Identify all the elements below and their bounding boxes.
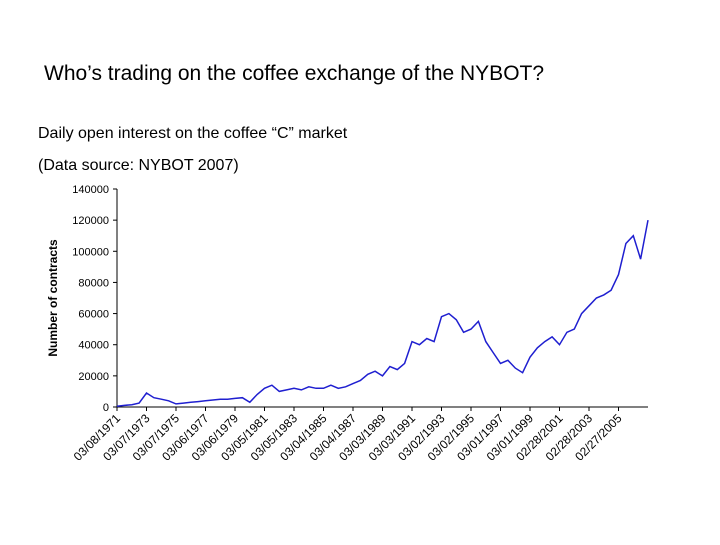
- y-tick-label: 20000: [78, 371, 109, 383]
- y-tick-label: 0: [103, 402, 109, 414]
- source-note: (Data source: NYBOT 2007): [38, 157, 239, 174]
- slide-title: Who’s trading on the coffee exchange of …: [44, 62, 544, 85]
- y-tick-label: 60000: [78, 309, 109, 321]
- y-tick-label: 100000: [72, 246, 109, 258]
- y-tick-label: 80000: [78, 277, 109, 289]
- plot-area: 0200004000060000800001000001200001400000…: [71, 184, 649, 464]
- subtitle: Daily open interest on the coffee “C” ma…: [38, 125, 348, 142]
- y-tick-label: 40000: [78, 340, 109, 352]
- data-line: [116, 219, 649, 407]
- y-tick-label: 120000: [72, 215, 109, 227]
- y-tick-label: 140000: [72, 184, 109, 196]
- y-axis-label: Number of contracts: [46, 239, 60, 357]
